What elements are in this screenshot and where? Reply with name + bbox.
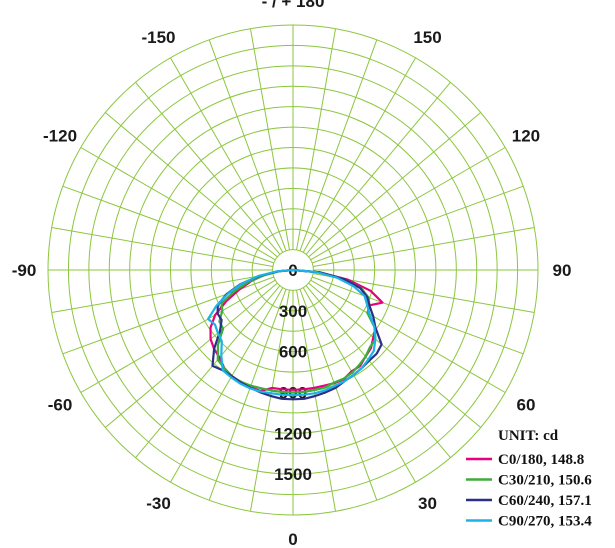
grid-spoke — [80, 147, 276, 261]
ring-label: 600 — [279, 343, 307, 362]
angle-label: -150 — [141, 28, 175, 47]
grid-spoke — [51, 273, 273, 314]
grid-spoke — [296, 28, 337, 250]
legend-entry: C60/240, 157.1 — [498, 493, 592, 509]
series-line — [211, 268, 383, 401]
legend-entry: C90/270, 153.4 — [498, 514, 592, 530]
series-line — [216, 268, 377, 394]
grid-spoke — [299, 289, 378, 501]
grid-spoke — [308, 112, 482, 258]
grid-spoke — [296, 290, 337, 512]
angle-label: -90 — [12, 261, 37, 280]
grid-spoke — [208, 289, 287, 501]
angle-label: 0 — [288, 530, 297, 548]
angle-label: -120 — [43, 127, 77, 146]
grid-spoke — [302, 287, 416, 483]
grid-spoke — [310, 147, 506, 261]
grid-spoke — [135, 285, 281, 459]
polar-grid — [47, 24, 539, 516]
grid-spoke — [104, 112, 278, 258]
grid-spoke — [305, 285, 451, 459]
grid-spoke — [302, 57, 416, 253]
grid-spoke — [299, 39, 378, 251]
grid-spoke — [135, 81, 281, 255]
series-line — [207, 268, 377, 397]
grid-spoke — [80, 279, 276, 393]
angle-label: 120 — [512, 127, 540, 146]
grid-spoke — [170, 57, 284, 253]
ring-label: 1500 — [274, 465, 312, 484]
grid-spoke — [308, 282, 482, 428]
ring-label: 1200 — [274, 424, 312, 443]
grid-spoke — [305, 81, 451, 255]
angle-label: -60 — [48, 396, 73, 415]
grid-spoke — [249, 290, 290, 512]
angle-label: -30 — [146, 494, 171, 513]
angle-label: 90 — [553, 261, 572, 280]
grid-spoke — [170, 287, 284, 483]
grid-spoke — [104, 282, 278, 428]
angle-label: 150 — [413, 28, 441, 47]
legend: UNIT: cd C0/180, 148.8 C30/210, 150.6 C60/… — [466, 428, 592, 530]
grid-spoke — [249, 28, 290, 250]
legend-entry: C30/210, 150.6 — [498, 473, 592, 489]
grid-spoke — [310, 279, 506, 393]
angle-label: 30 — [418, 494, 437, 513]
angle-label: 60 — [516, 396, 535, 415]
angle-label: - / + 180 — [262, 0, 325, 11]
grid-spoke — [313, 226, 535, 267]
legend-unit-label: UNIT: cd — [498, 428, 559, 444]
grid-spoke — [312, 276, 524, 355]
grid-spoke — [312, 185, 524, 264]
ring-label: 300 — [279, 302, 307, 321]
grid-spoke — [51, 226, 273, 267]
grid-spoke — [208, 39, 287, 251]
legend-entry: C0/180, 148.8 — [498, 452, 584, 468]
intensity-curves — [207, 268, 384, 401]
grid-spoke — [62, 185, 274, 264]
